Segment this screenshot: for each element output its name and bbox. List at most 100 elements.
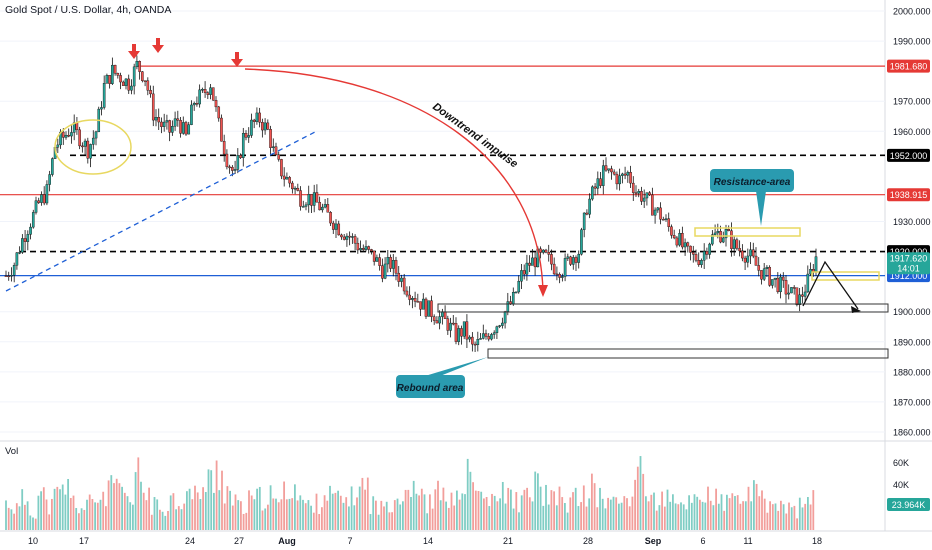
- volume-bar: [393, 500, 396, 530]
- candle-body: [190, 104, 193, 125]
- resistance-box: [811, 271, 880, 281]
- candle-body: [760, 270, 763, 280]
- last-volume-tag: [887, 498, 930, 511]
- volume-bar: [504, 503, 507, 530]
- volume-bar: [620, 502, 623, 530]
- volume-bar: [483, 498, 485, 530]
- candle-body: [364, 246, 368, 250]
- candle-body: [539, 248, 542, 253]
- candle-body: [569, 256, 572, 265]
- candle-body: [247, 135, 251, 138]
- candle-body: [503, 311, 507, 324]
- last-price-tag: [887, 252, 930, 275]
- volume-bar: [229, 490, 231, 530]
- volume-bar: [272, 498, 275, 530]
- candle-body: [653, 209, 657, 216]
- volume-bar: [67, 478, 69, 530]
- volume-bar: [88, 494, 91, 530]
- candle-body: [34, 200, 38, 213]
- candle-body: [781, 276, 785, 281]
- price-tick-label: 2000.000: [893, 7, 931, 17]
- time-axis[interactable]: 10 17 24 27 Aug 7 14 21 28 Sep 6 11 18: [28, 536, 822, 546]
- volume-bar: [607, 497, 609, 530]
- candle-body: [141, 71, 144, 81]
- candle-body: [94, 131, 98, 139]
- volume-bar: [645, 496, 647, 530]
- volume-bar: [547, 504, 550, 530]
- candle-body: [623, 173, 627, 176]
- volume-bar: [188, 488, 191, 530]
- volume-bar: [690, 502, 693, 530]
- volume-bar: [364, 489, 366, 530]
- volume-bar: [561, 497, 564, 530]
- volume-bar: [156, 499, 159, 530]
- candle-body: [454, 323, 458, 342]
- candle-body: [40, 194, 43, 203]
- candle-body: [21, 238, 24, 253]
- price-tick-label: 1890.000: [893, 337, 931, 347]
- volume-bar: [137, 457, 140, 530]
- volume-bar: [410, 496, 412, 530]
- volume-bar: [350, 486, 353, 530]
- candle-body: [143, 80, 147, 82]
- volume-bar: [102, 491, 105, 530]
- volume-bar: [51, 498, 53, 530]
- candle-body: [348, 235, 351, 238]
- candle-body: [511, 292, 515, 304]
- volume-bar: [402, 501, 404, 530]
- candle-body: [337, 223, 341, 236]
- candle-body: [615, 173, 619, 185]
- candle-body: [67, 134, 71, 137]
- volume-bar: [107, 480, 110, 530]
- candle-body: [473, 343, 477, 346]
- volume-bar: [744, 501, 747, 530]
- candle-body: [765, 267, 769, 269]
- candle-body: [108, 75, 111, 84]
- candle-body: [501, 322, 504, 326]
- rebound-zone: [487, 348, 889, 359]
- volume-bar: [264, 508, 267, 530]
- volume-bar: [701, 501, 704, 530]
- candle-body: [749, 249, 752, 257]
- volume-bar: [712, 505, 715, 530]
- candle-body: [631, 182, 635, 193]
- volume-bar: [523, 489, 526, 530]
- candle-body: [713, 232, 717, 235]
- volume-bar: [450, 492, 453, 530]
- candle-body: [648, 192, 651, 196]
- candle-body: [130, 85, 133, 91]
- candle-body: [4, 275, 8, 277]
- candle-body: [239, 155, 242, 158]
- volume-bar: [782, 504, 785, 530]
- candle-body: [724, 229, 728, 239]
- candle-body: [629, 171, 632, 184]
- volume-bar: [531, 501, 534, 530]
- candle-body: [626, 171, 630, 176]
- volume-bar: [647, 501, 650, 530]
- volume-bar: [545, 484, 547, 530]
- volume-bar: [804, 503, 807, 530]
- volume-bar: [72, 495, 75, 530]
- price-tick-label: 1960.000: [893, 127, 931, 137]
- candle-body: [481, 333, 485, 339]
- level-tag: [887, 59, 930, 73]
- volume-bar: [358, 486, 361, 530]
- volume-bar: [412, 480, 415, 530]
- candle-body: [42, 194, 46, 204]
- volume-bar: [434, 489, 437, 530]
- candle-body: [389, 256, 392, 269]
- candle-body: [751, 249, 755, 257]
- candle-body: [531, 257, 534, 266]
- candle-body: [544, 249, 548, 253]
- volume-bar: [507, 487, 510, 530]
- candle-body: [754, 255, 758, 266]
- volume-bar: [210, 470, 213, 530]
- volume-bar: [485, 497, 488, 530]
- date-tick-label: 6: [700, 536, 705, 546]
- candle-body: [686, 242, 690, 247]
- price-axis[interactable]: 2000.000 1990.000 1970.000 1960.000 1930.000…: [893, 7, 931, 438]
- candle-body: [211, 87, 215, 101]
- volume-bar: [755, 483, 758, 530]
